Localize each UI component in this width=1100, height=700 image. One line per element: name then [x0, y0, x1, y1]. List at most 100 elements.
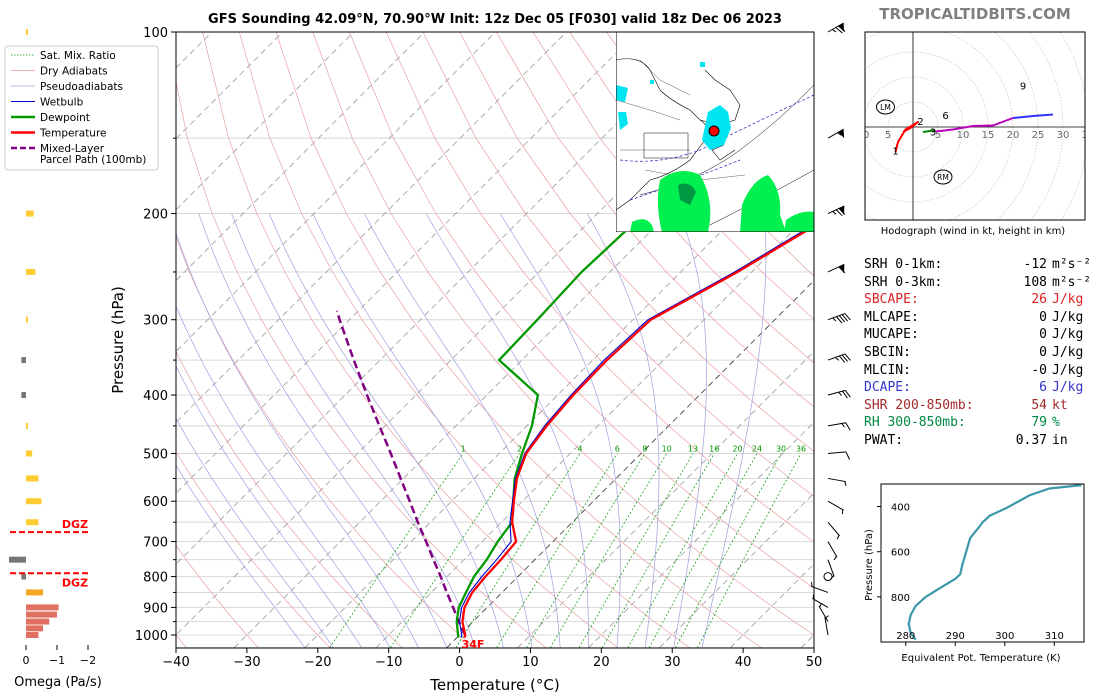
legend-item-line: Mixed-Layer [40, 143, 105, 155]
parameter-value: 54 [1031, 397, 1047, 413]
mixing-ratio-line [601, 453, 715, 648]
legend-item-label: Mixed-Layer Parcel Path (100mb) [40, 143, 146, 166]
barb-staff [827, 422, 846, 427]
theta-e-y-tick-label: 400 [891, 503, 910, 514]
pseudo-adiabat [425, 213, 589, 648]
parameter-value: -12 [1023, 257, 1047, 272]
x-tick-label: −40 [162, 655, 189, 670]
legend-item-line: Wetbulb [40, 97, 84, 109]
dry-adiabat [422, 32, 814, 497]
hodograph-height-label: 3 [930, 128, 936, 139]
dgz-label: DGZ [62, 576, 88, 589]
wind-barb [827, 128, 845, 139]
mixing-ratio-line [648, 453, 758, 648]
pseudo-adiabat [499, 213, 621, 648]
parameter-unit: kt [1052, 397, 1068, 413]
x-tick-label: 10 [522, 655, 539, 670]
legend-item-line: Parcel Path (100mb) [40, 154, 146, 166]
parameter-name: RH 300-850mb: [864, 415, 966, 431]
theta-e-y-tick-label: 800 [891, 593, 910, 604]
barb-staff [818, 605, 829, 622]
parameter-value: 0 [1039, 327, 1047, 343]
dry-adiabat [496, 32, 814, 408]
wind-barb [824, 615, 829, 636]
barb-staff [827, 128, 844, 139]
hodograph-trace [894, 121, 919, 153]
pseudo-adiabat [701, 213, 767, 648]
parameter-row: MLCAPE: 0 J/kg [864, 309, 1094, 327]
y-tick-label: 800 [143, 571, 168, 586]
dry-adiabat [312, 32, 814, 636]
mixing-ratio-label: 36 [796, 444, 806, 453]
barb-half [824, 615, 829, 619]
mixing-ratio-line [627, 453, 738, 648]
barb-half [836, 535, 840, 540]
legend: Sat. Mix. Ratio Dry Adiabats Pseudoadiabat… [4, 45, 159, 171]
barb-pennant [838, 129, 845, 139]
wind-barb [827, 353, 851, 363]
y-axis-label: Pressure (hPa) [109, 286, 127, 394]
theta-e-ylabel: Pressure (hPa) [864, 529, 875, 601]
skewt-frame [175, 31, 815, 649]
wind-barb [827, 205, 846, 217]
parameter-name: PWAT: [864, 432, 904, 448]
barb-full [844, 313, 851, 321]
theta-e-x-tick-label: 300 [995, 631, 1014, 642]
pseudo-adiabat [364, 213, 561, 648]
barb-full [841, 354, 849, 362]
x-tick-label: 30 [664, 655, 681, 670]
y-tick-label: 1000 [135, 629, 168, 644]
mixing-ratio-label: 13 [688, 444, 698, 453]
barb-half [832, 317, 837, 322]
surface-temp-label: 34F [462, 638, 485, 651]
isotherm-line [176, 32, 284, 140]
theta-e-y-tick-label: 600 [891, 548, 910, 559]
storm-motion-label: RM [937, 173, 949, 182]
omega-bar [21, 573, 26, 580]
omega-bar [26, 519, 39, 526]
pseudo-adiabat [176, 305, 391, 648]
hodograph-ring-label: 35 [1082, 130, 1095, 141]
x-tick-label: 50 [806, 655, 823, 670]
parameter-name: MLCAPE: [864, 309, 919, 325]
isotherm-line [176, 32, 638, 494]
hodograph-ring-label: 20 [1007, 130, 1020, 141]
parameter-row: MLCIN: -0 J/kg [864, 362, 1094, 380]
wind-barb [818, 602, 829, 622]
hodograph-trace [935, 117, 1014, 133]
mixing-ratio-label: 10 [662, 444, 672, 453]
barb-full [835, 27, 843, 34]
wind-barb [827, 263, 846, 274]
parameter-unit: J/kg [1052, 380, 1084, 396]
pseudo-adiabat [268, 213, 504, 648]
parameter-value: 0 [1039, 344, 1047, 360]
mixing-ratio-label: 4 [577, 444, 582, 453]
hodograph-trace [1012, 113, 1054, 119]
parameter-value: 26 [1031, 292, 1047, 308]
storm-motion-marker [933, 169, 953, 185]
isotherm-line [176, 32, 354, 211]
parameter-name: MLCIN: [864, 362, 911, 378]
omega-bar [26, 29, 28, 35]
pseudo-adiabat [312, 213, 533, 648]
mixing-ratio-line [697, 453, 802, 648]
hodograph-height-label: 9 [1020, 82, 1026, 93]
mixing-ratio-label: 2 [517, 444, 522, 453]
omega-bar [26, 498, 42, 505]
dry-adiabat [275, 32, 762, 648]
pseudo-adiabat [176, 464, 306, 648]
hodograph-trace [922, 129, 936, 133]
parameter-value: 79 [1031, 415, 1047, 431]
parameters-table: SRH 0-1km: -12 m²s⁻² SRH 0-3km: 108 m²s⁻² SBCA… [864, 256, 1094, 450]
omega-tick-label: −1 [49, 654, 65, 667]
y-tick-label: 100 [143, 26, 168, 41]
parameter-value: -0 [1031, 362, 1047, 378]
barb-full [838, 25, 846, 32]
legend-item-line: Temperature [39, 128, 107, 140]
barb-staff [812, 597, 829, 608]
omega-panel: DGZ DGZ 0 −1 −2 Omega (Pa/s) [8, 29, 102, 690]
pseudo-adiabat [176, 417, 334, 648]
omega-bar [26, 632, 39, 638]
dry-adiabat [176, 451, 331, 648]
dry-adiabat [176, 80, 547, 648]
